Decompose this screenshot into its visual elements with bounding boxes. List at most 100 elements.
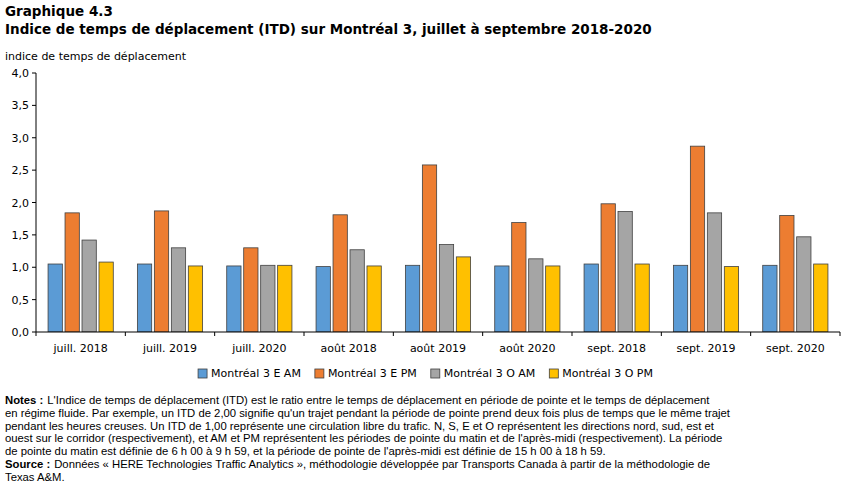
y-tick [32,234,36,235]
legend-label: Montréal 3 E PM [328,367,417,380]
title: Graphique 4.3 [5,3,113,19]
legend-item: Montréal 3 O AM [431,367,536,380]
x-tick [36,332,37,336]
bar [707,213,721,332]
x-tick-label: sept. 2018 [587,342,646,355]
bar [350,250,364,332]
legend-item: Montréal 3 E AM [198,367,301,380]
bar [244,248,258,332]
bar [99,262,113,332]
bar [780,215,794,332]
note-text: L'Indice de temps de déplacement (ITD) e… [47,394,710,406]
bar [456,257,470,332]
x-tick-label: sept. 2020 [766,342,825,355]
bar [439,245,453,332]
x-tick [750,332,751,336]
y-tick [32,267,36,268]
bar [635,264,649,332]
bar [316,267,330,332]
bar [278,265,292,332]
y-tick-label: 4,0 [12,67,30,80]
bar [48,264,62,332]
legend-swatch [549,369,558,378]
bar [171,248,185,332]
y-axis-label: indice de temps de déplacement [5,50,187,63]
bar [367,266,381,332]
legend-swatch [431,369,440,378]
y-tick [32,105,36,106]
x-tick [661,332,662,336]
note-line: en régime fluide. Par exemple, un ITD de… [5,407,731,419]
x-tick-label: juill. 2020 [231,342,286,355]
x-tick-label: août 2018 [321,342,377,355]
x-axis [36,332,840,333]
note-label: Notes : [5,394,43,406]
x-tick-label: août 2020 [499,342,555,355]
legend-label: Montréal 3 O AM [444,367,536,380]
bar [690,146,704,332]
legend-label: Montréal 3 E AM [211,367,301,380]
x-tick-label: sept. 2019 [677,342,736,355]
y-tick [32,73,36,74]
y-tick [32,299,36,300]
y-tick [32,332,36,333]
x-tick [304,332,305,336]
note-line: ouest sur le corridor (respectivement), … [5,432,722,444]
note-line: de pointe du matin est définie de 6 h 00… [5,445,606,457]
bar [529,259,543,332]
x-tick [572,332,573,336]
bar [797,237,811,332]
y-tick-label: 0,5 [12,294,30,307]
bar [495,266,509,332]
bar [584,264,598,332]
note-line: Texas A&M. [5,471,65,483]
bar [814,264,828,332]
bar [261,265,275,332]
bar [82,240,96,332]
y-tick-label: 2,5 [12,164,30,177]
bar [618,212,632,332]
x-tick [840,332,841,336]
bar [333,215,347,332]
y-tick-label: 3,5 [12,99,30,112]
x-tick [214,332,215,336]
y-tick-label: 0,0 [12,326,30,339]
legend-item: Montréal 3 E PM [315,367,417,380]
y-tick [32,137,36,138]
x-tick-label: août 2019 [410,342,466,355]
y-tick [32,202,36,203]
note-label: Source : [5,458,50,470]
bar [188,266,202,332]
legend-swatch [315,369,324,378]
legend-label: Montréal 3 O PM [562,367,653,380]
bar [673,265,687,332]
legend-item: Montréal 3 O PM [549,367,653,380]
legend-swatch [198,369,207,378]
legend: Montréal 3 E AM Montréal 3 E PM Montréal 3… [198,367,653,380]
x-tick-label: juill. 2019 [142,342,197,355]
x-tick [125,332,126,336]
note-text: Données « HERE Technologies Traffic Anal… [54,458,710,470]
bar [763,265,777,332]
y-tick-label: 1,5 [12,229,30,242]
bar [65,213,79,332]
bar [154,211,168,332]
x-tick-label: juill. 2018 [53,342,108,355]
bar [512,223,526,332]
y-tick-label: 2,0 [12,197,30,210]
x-tick [482,332,483,336]
bar [422,165,436,332]
bar [405,265,419,332]
bars [48,146,828,332]
x-tick [393,332,394,336]
bar [546,266,560,332]
note-line: pendant les heures creuses. Un ITD de 1,… [5,420,715,432]
bar [601,204,615,332]
subtitle: Indice de temps de déplacement (ITD) sur… [5,21,652,37]
y-tick [32,170,36,171]
y-tick-label: 3,0 [12,132,30,145]
bar [724,267,738,332]
y-axis [36,73,37,332]
y-tick-label: 1,0 [12,261,30,274]
bar [137,264,151,332]
